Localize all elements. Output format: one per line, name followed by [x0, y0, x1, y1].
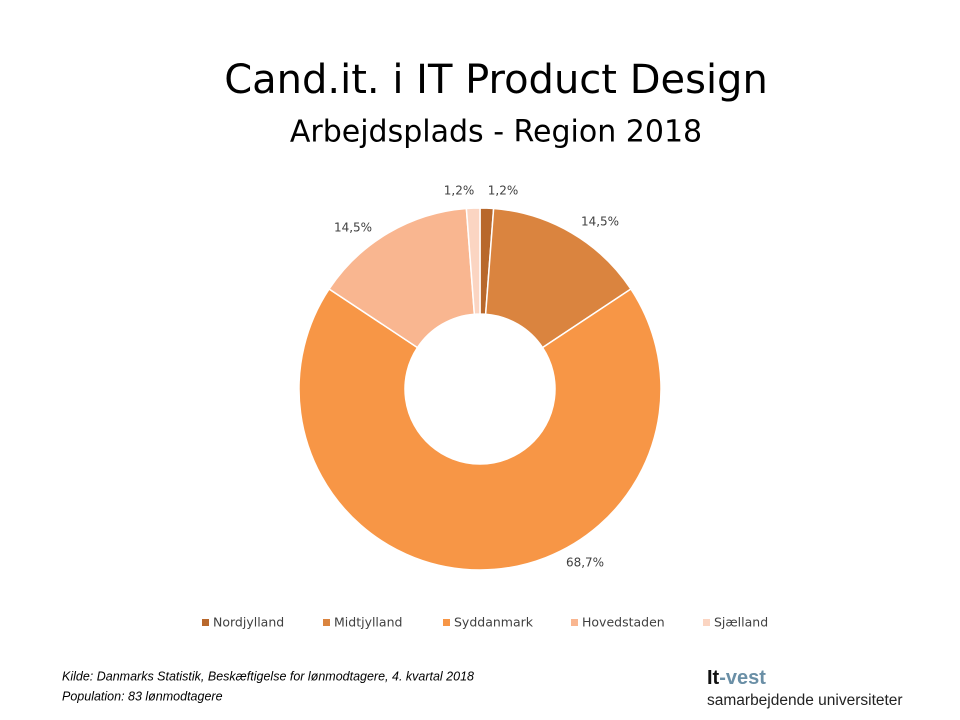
legend-swatch	[202, 619, 209, 626]
data-label: 1,2%	[444, 184, 475, 198]
chart-title: Cand.it. i IT Product Design	[224, 57, 768, 103]
chart-subtitle: Arbejdsplads - Region 2018	[290, 115, 702, 150]
legend-swatch	[703, 619, 710, 626]
donut-slice	[328, 207, 476, 349]
legend-label: Midtjylland	[334, 615, 402, 630]
legend-swatch	[443, 619, 450, 626]
legend-swatch	[323, 619, 330, 626]
donut-chart: 1,2% 14,5% 68,7% 14,5% 1,2% Nordjylland Midtjy…	[202, 184, 768, 630]
donut-slice	[465, 207, 481, 316]
legend-label: Syddanmark	[454, 615, 534, 630]
logo-part: -vest	[719, 667, 766, 689]
legend-swatch	[571, 619, 578, 626]
legend-label: Nordjylland	[213, 615, 284, 630]
data-label: 68,7%	[566, 556, 604, 570]
data-label: 14,5%	[581, 215, 619, 229]
population-note: Population: 83 lønmodtagere	[62, 689, 223, 703]
logo-part: It	[707, 667, 720, 689]
data-label: 14,5%	[334, 221, 372, 235]
data-label: 1,2%	[488, 184, 519, 198]
legend-label: Sjælland	[714, 615, 768, 630]
legend-label: Hovedstaden	[582, 615, 665, 630]
logo-name: It-vest	[707, 667, 766, 689]
source-note: Kilde: Danmarks Statistik, Beskæftigelse…	[62, 669, 474, 683]
donut-slice	[298, 287, 662, 571]
logo-tagline: samarbejdende universiteter	[707, 692, 903, 709]
